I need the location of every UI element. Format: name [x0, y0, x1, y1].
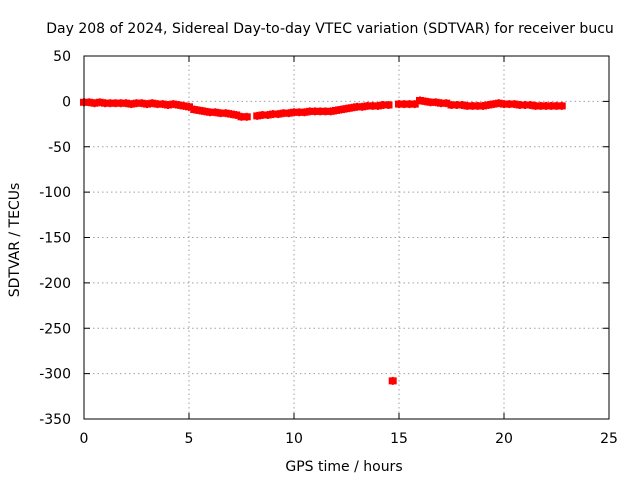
y-tick-label: -100 — [39, 185, 71, 201]
grid-lines — [84, 56, 609, 419]
y-tick-label: -200 — [39, 276, 71, 292]
y-tick-label: -150 — [39, 231, 71, 247]
axis-ticks: 0 5 10 15 20 25 50 0 -50 -100 -150 -200 -250 -300 -350 — [39, 49, 618, 447]
data-point — [410, 100, 419, 109]
data-points — [80, 96, 566, 385]
x-tick-label: 10 — [285, 431, 303, 447]
x-tick-label: 15 — [390, 431, 408, 447]
data-point — [388, 376, 397, 385]
x-tick-label: 25 — [600, 431, 618, 447]
y-tick-label: -50 — [48, 140, 71, 156]
x-tick-label: 20 — [495, 431, 513, 447]
x-tick-label: 5 — [185, 431, 194, 447]
plot-frame — [83, 55, 610, 420]
y-tick-label: 0 — [62, 94, 71, 110]
data-point — [557, 101, 566, 110]
chart-title: Day 208 of 2024, Sidereal Day-to-day VTE… — [46, 21, 614, 37]
y-tick-label: 50 — [53, 49, 71, 65]
y-axis-label: SDTVAR / TECUs — [7, 183, 23, 298]
y-tick-label: -350 — [39, 412, 71, 428]
y-tick-label: -300 — [39, 367, 71, 383]
x-tick-label: 0 — [80, 431, 89, 447]
data-point — [384, 101, 393, 110]
x-axis-label: GPS time / hours — [285, 459, 402, 475]
data-point — [242, 112, 251, 121]
y-tick-label: -250 — [39, 321, 71, 337]
